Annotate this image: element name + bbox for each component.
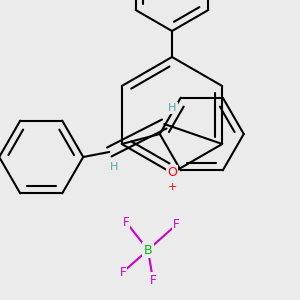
Text: H: H: [110, 162, 118, 172]
Text: F: F: [150, 274, 156, 286]
Text: B: B: [144, 244, 152, 256]
Text: F: F: [120, 266, 126, 278]
Text: F: F: [123, 215, 129, 229]
Text: O: O: [167, 167, 177, 179]
Text: H: H: [168, 103, 176, 113]
Text: +: +: [167, 182, 177, 192]
Text: F: F: [173, 218, 179, 232]
